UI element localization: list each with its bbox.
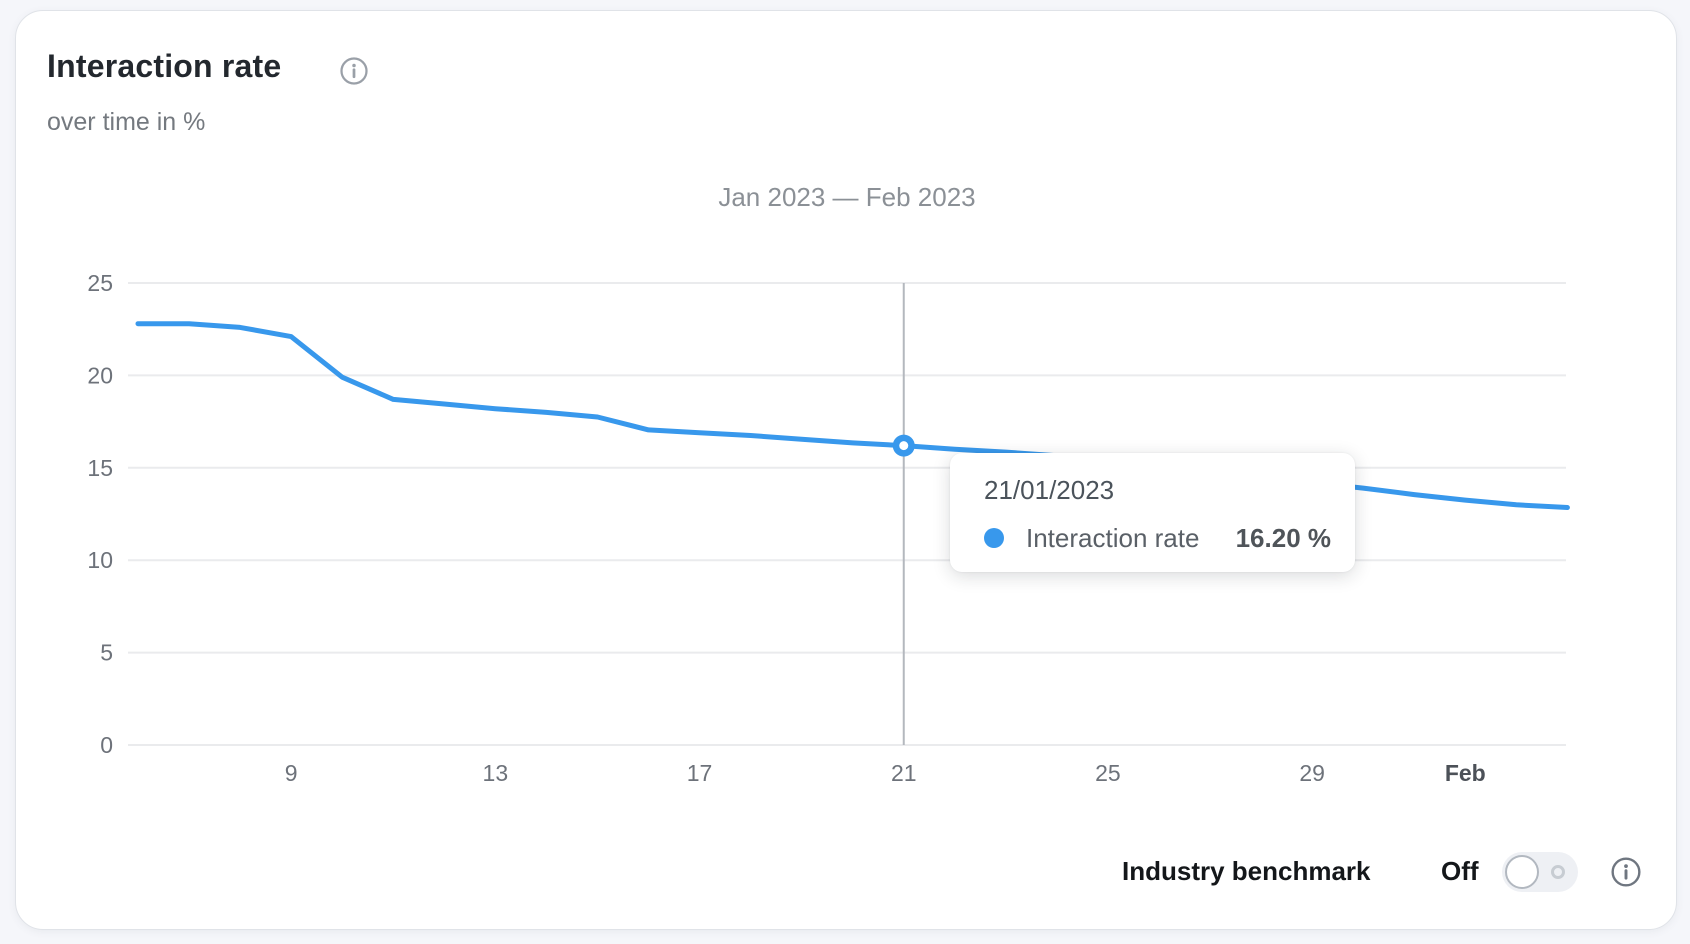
toggle-knob[interactable]: [1505, 855, 1539, 889]
benchmark-toggle[interactable]: [1502, 852, 1578, 892]
interaction-rate-card: [15, 10, 1677, 930]
benchmark-info-icon[interactable]: [1610, 856, 1642, 888]
page-title: Interaction rate: [47, 48, 282, 84]
chart-tooltip: 21/01/2023 Interaction rate 16.20 %: [950, 453, 1355, 572]
benchmark-toggle-state-label: Off: [1441, 856, 1479, 886]
info-icon: [340, 57, 368, 85]
date-range-title: Jan 2023 — Feb 2023: [718, 182, 976, 212]
tooltip-date: 21/01/2023: [984, 475, 1115, 505]
info-icon: [1611, 857, 1641, 887]
toggle-off-ring-icon: [1551, 865, 1565, 879]
tooltip-series-label: Interaction rate: [1026, 522, 1200, 553]
chart-subtitle: over time in %: [47, 108, 206, 136]
series-dot-icon: [984, 528, 1004, 548]
title-info-icon[interactable]: [339, 56, 369, 86]
tooltip-series-row: Interaction rate 16.20 %: [984, 521, 1331, 555]
tooltip-value: 16.20 %: [1235, 522, 1331, 553]
industry-benchmark-label: Industry benchmark: [1122, 856, 1371, 886]
